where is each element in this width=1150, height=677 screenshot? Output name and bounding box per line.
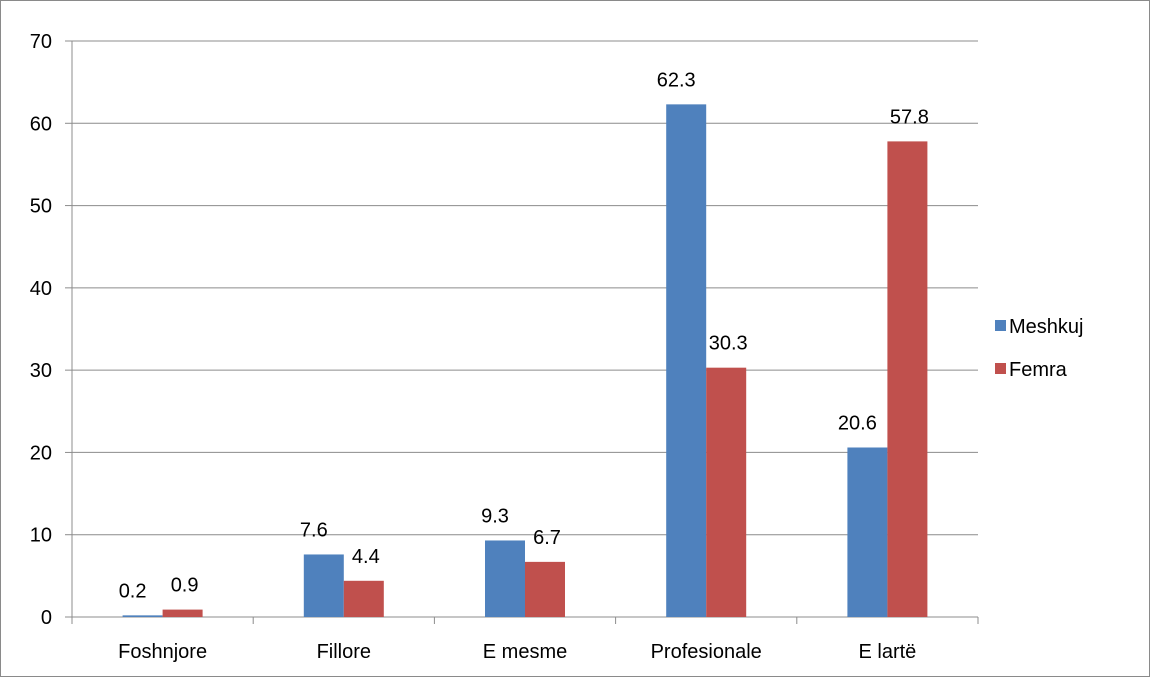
y-tick-label: 20 <box>30 442 52 464</box>
legend: Meshkuj Femra <box>995 316 1083 381</box>
legend-swatch <box>995 320 1006 331</box>
data-label: 62.3 <box>657 69 696 91</box>
data-label: 30.3 <box>709 333 748 355</box>
y-tick-label: 60 <box>30 113 52 135</box>
data-label: 0.9 <box>171 575 199 597</box>
bar-meshkuj <box>666 104 707 618</box>
data-label: 4.4 <box>352 546 380 568</box>
x-category-label: Foshnjore <box>118 641 207 663</box>
y-tick-label: 40 <box>30 278 52 300</box>
axes: 0 10 20 30 40 50 60 70 Foshnjore Fillore E mesme Pr… <box>30 31 979 663</box>
legend-swatch <box>995 363 1006 374</box>
legend-label: Femra <box>1009 359 1068 381</box>
data-labels: 0.2 7.6 9.3 62.3 20.6 0.9 4.4 6.7 30.3 57.8 <box>119 69 929 602</box>
bar-femra <box>887 141 928 618</box>
x-category-label: Fillore <box>317 641 371 663</box>
bars <box>122 104 928 618</box>
y-tick-label: 50 <box>30 196 52 218</box>
data-label: 9.3 <box>481 505 509 527</box>
bar-femra <box>706 367 747 617</box>
data-label: 6.7 <box>533 527 561 549</box>
y-tick-label: 70 <box>30 31 52 53</box>
data-label: 20.6 <box>838 412 877 434</box>
bar-femra <box>343 580 384 617</box>
bar-femra <box>525 561 565 617</box>
x-category-label: Profesionale <box>651 641 762 663</box>
gridlines <box>72 40 978 536</box>
bar-meshkuj <box>847 447 888 617</box>
x-category-label: E mesme <box>483 641 567 663</box>
y-tick-label: 10 <box>30 525 52 547</box>
bar-meshkuj <box>485 540 525 617</box>
data-label: 7.6 <box>300 519 328 541</box>
data-label: 57.8 <box>890 106 929 128</box>
data-label: 0.2 <box>119 580 147 602</box>
y-tick-label: 0 <box>41 607 52 629</box>
bar-meshkuj <box>303 554 344 617</box>
x-category-label: E lartë <box>858 641 916 663</box>
bar-femra <box>162 609 203 617</box>
legend-label: Meshkuj <box>1009 316 1083 338</box>
y-tick-label: 30 <box>30 360 52 382</box>
bar-meshkuj <box>122 615 163 617</box>
